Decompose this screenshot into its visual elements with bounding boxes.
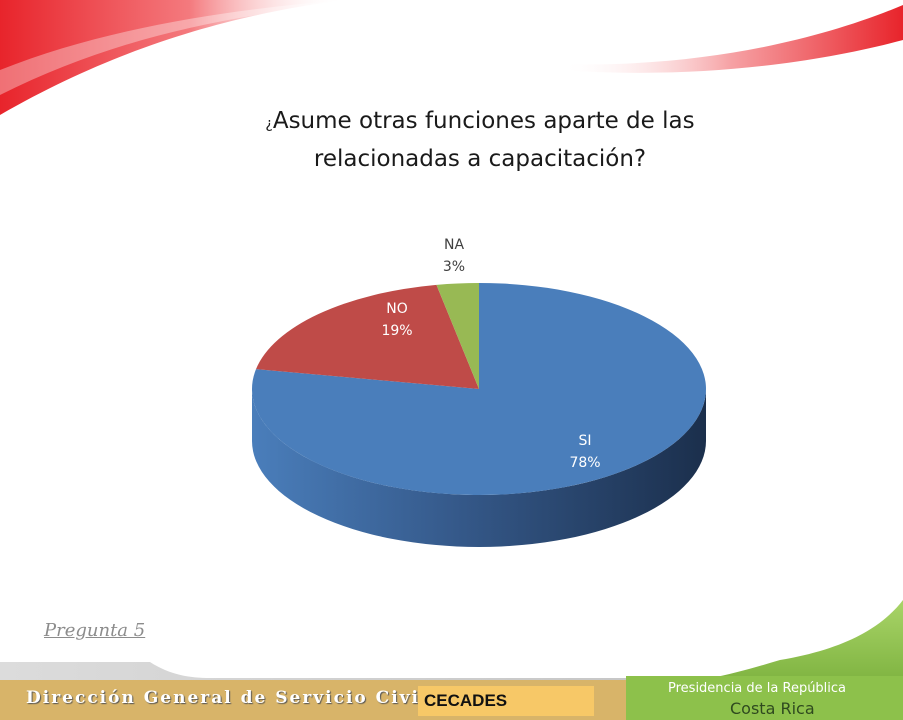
pie-slice-na: [436, 283, 479, 389]
data-label-si: SI 78%: [562, 430, 608, 474]
data-label-na-category: NA: [443, 237, 465, 253]
question-number-label: Pregunta 5: [44, 620, 146, 641]
pie-slice-si: [252, 283, 707, 495]
footer-presidency: Presidencia de la República: [668, 681, 847, 696]
red-swoosh-left-highlight: [0, 0, 345, 95]
title-question-mark: ¿: [265, 116, 273, 132]
data-label-na: NA 3%: [436, 234, 472, 278]
footer-green-bar: [626, 676, 903, 720]
footer-country: Costa Rica: [730, 699, 815, 718]
data-label-no-value: 19%: [381, 323, 413, 339]
footer-org-name: Dirección General de Servicio Civil: [26, 688, 429, 708]
title-line-1: Asume otras funciones aparte de las: [272, 108, 695, 134]
footer-badge-text: CECADES: [424, 691, 508, 710]
green-swoosh: [640, 600, 903, 686]
data-label-si-value: 78%: [569, 455, 601, 471]
pie-side-si: [252, 389, 706, 547]
pie-slice-no: [256, 284, 479, 389]
red-swoosh-right: [560, 5, 903, 73]
data-label-na-value: 3%: [442, 259, 466, 275]
footer-badge: CECADES: [418, 686, 594, 716]
red-swoosh-left: [0, 0, 345, 115]
data-label-no: NO 19%: [374, 298, 420, 342]
chart-title: ¿Asume otras funciones aparte de las rel…: [200, 104, 760, 177]
pie-chart: [252, 283, 707, 547]
data-label-no-category: NO: [386, 301, 408, 317]
data-label-si-category: SI: [578, 433, 592, 449]
title-line-2: relacionadas a capacitación?: [313, 146, 647, 172]
